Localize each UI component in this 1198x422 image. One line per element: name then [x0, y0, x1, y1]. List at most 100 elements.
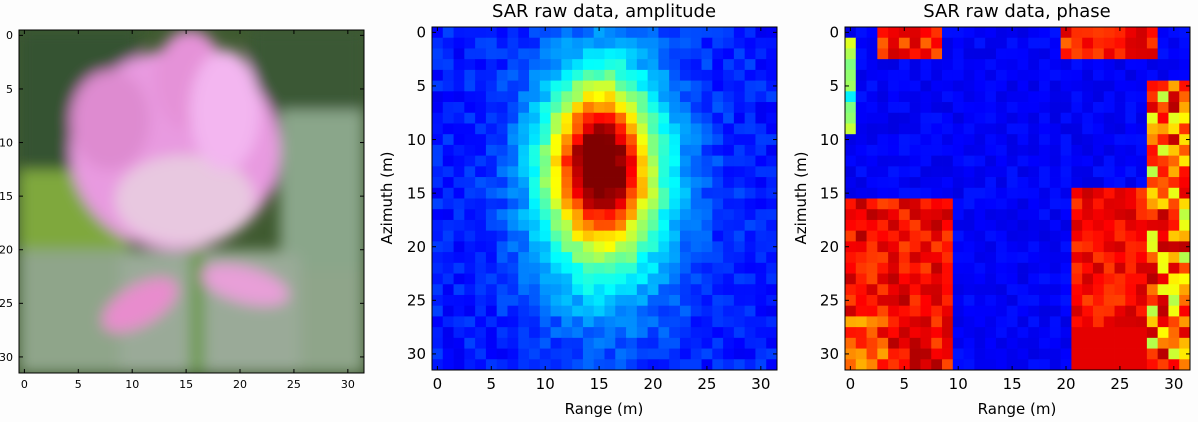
heatmap-cell: [712, 80, 724, 92]
heatmap-cell: [974, 219, 986, 232]
heatmap-cell: [485, 327, 498, 339]
heatmap-cell: [475, 219, 487, 232]
heatmap-cell: [604, 166, 616, 178]
heatmap-cell: [723, 112, 735, 124]
heatmap-cell: [658, 284, 670, 296]
heatmap-cell: [679, 252, 692, 264]
heatmap-cell: [855, 134, 867, 146]
heatmap-cell: [1049, 294, 1062, 307]
heatmap-cell: [485, 359, 498, 371]
y-tick-label: 15: [407, 184, 426, 202]
heatmap-cell: [475, 284, 487, 296]
heatmap-cell: [1028, 102, 1040, 114]
heatmap-cell: [909, 187, 921, 199]
heatmap-cell: [1179, 80, 1191, 92]
heatmap-cell: [733, 112, 746, 124]
heatmap-cell: [690, 359, 702, 371]
heatmap-cell: [615, 273, 627, 285]
heatmap-cell: [679, 177, 692, 189]
heatmap-cell: [604, 284, 616, 296]
heatmap-cell: [453, 59, 465, 71]
heatmap-cell: [1006, 112, 1018, 124]
heatmap-cell: [550, 112, 562, 124]
heatmap-cell: [1071, 102, 1083, 114]
heatmap-cell: [572, 305, 584, 317]
heatmap-cell: [931, 209, 943, 221]
heatmap-cell: [1039, 209, 1051, 221]
heatmap-cell: [712, 69, 724, 81]
heatmap-cell: [974, 144, 986, 157]
heatmap-cell: [1049, 284, 1062, 296]
heatmap-cell: [1103, 284, 1115, 296]
heatmap-cell: [453, 134, 465, 146]
heatmap-cell: [701, 252, 713, 264]
heatmap-cell: [744, 112, 756, 124]
heatmap-cell: [1092, 262, 1105, 274]
heatmap-cell: [636, 359, 649, 371]
heatmap-cell: [636, 134, 649, 146]
heatmap-cell: [572, 69, 584, 81]
heatmap-cell: [1157, 359, 1169, 371]
heatmap-cell: [845, 144, 857, 157]
heatmap-cell: [898, 316, 911, 328]
heatmap-cell: [626, 219, 638, 232]
heatmap-cell: [744, 316, 756, 328]
heatmap-cell: [1049, 27, 1062, 39]
heatmap-cell: [942, 284, 954, 296]
heatmap-cell: [572, 219, 584, 232]
heatmap-cell: [1092, 177, 1105, 189]
heatmap-cell: [529, 187, 541, 199]
heatmap-cell: [636, 337, 649, 349]
heatmap-cell: [1114, 284, 1126, 296]
heatmap-cell: [679, 284, 692, 296]
heatmap-cell: [615, 198, 627, 210]
heatmap-cell: [888, 209, 900, 221]
heatmap-cell: [1006, 91, 1018, 103]
heatmap-cell: [963, 262, 975, 274]
heatmap-cell: [931, 230, 943, 242]
heatmap-cell: [1136, 284, 1148, 296]
heatmap-cell: [432, 262, 444, 274]
heatmap-cell: [995, 102, 1008, 114]
heatmap-cell: [766, 91, 778, 103]
heatmap-cell: [550, 187, 562, 199]
heatmap-cell: [1114, 177, 1126, 189]
heatmap-cell: [866, 198, 878, 210]
heatmap-cell: [1049, 337, 1062, 349]
heatmap-cell: [755, 316, 767, 328]
heatmap-cell: [733, 284, 746, 296]
heatmap-cell: [1017, 198, 1029, 210]
heatmap-cell: [1071, 273, 1083, 285]
heatmap-cell: [561, 327, 573, 339]
heatmap-cell: [453, 177, 465, 189]
heatmap-cell: [658, 177, 670, 189]
heatmap-cell: [615, 316, 627, 328]
heatmap-cell: [475, 209, 487, 221]
heatmap-cell: [1125, 144, 1137, 157]
heatmap-cell: [1103, 305, 1115, 317]
heatmap-cell: [855, 284, 867, 296]
heatmap-cell: [755, 209, 767, 221]
heatmap-cell: [658, 273, 670, 285]
heatmap-cell: [507, 327, 519, 339]
heatmap-cell: [1179, 359, 1191, 371]
heatmap-cell: [1103, 177, 1115, 189]
heatmap-cell: [1060, 337, 1072, 349]
heatmap-cell: [1125, 80, 1137, 92]
heatmap-cell: [1092, 294, 1105, 307]
heatmap-cell: [1092, 48, 1105, 60]
heatmap-cell: [1157, 273, 1169, 285]
heatmap-cell: [550, 166, 562, 178]
heatmap-cell: [496, 230, 508, 242]
heatmap-cell: [690, 27, 702, 39]
heatmap-cell: [475, 102, 487, 114]
heatmap-cell: [658, 166, 670, 178]
heatmap-cell: [1179, 316, 1191, 328]
heatmap-cell: [561, 48, 573, 60]
heatmap-cell: [888, 284, 900, 296]
heatmap-cell: [1092, 123, 1105, 135]
heatmap-cell: [712, 27, 724, 39]
heatmap-cell: [1168, 48, 1180, 60]
heatmap-cell: [712, 177, 724, 189]
heatmap-cell: [1039, 273, 1051, 285]
